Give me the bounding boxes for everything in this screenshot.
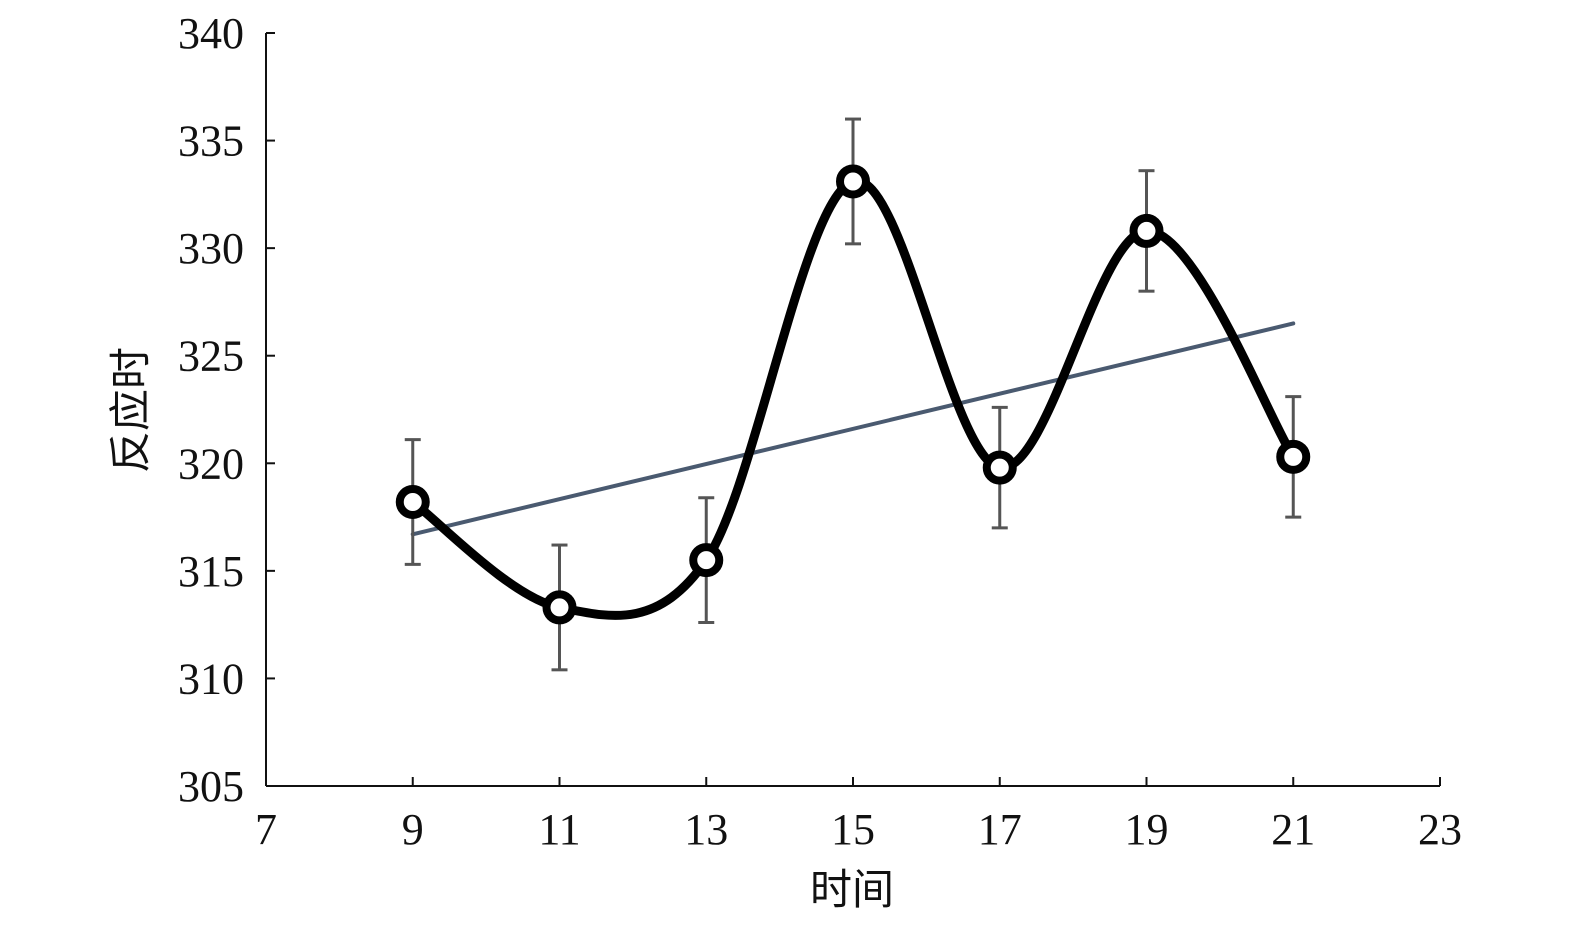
y-axis: 305 310 315 320 325 330 335 340 — [178, 9, 275, 811]
y-tick-label: 310 — [178, 654, 244, 703]
x-tick-label: 21 — [1271, 805, 1315, 854]
y-tick-label: 305 — [178, 762, 244, 811]
x-tick-label: 17 — [978, 805, 1022, 854]
y-tick-label: 320 — [178, 439, 244, 488]
data-point — [1276, 439, 1311, 474]
data-point — [982, 450, 1017, 485]
marker-layer — [395, 164, 1311, 625]
data-line-layer — [408, 176, 1298, 620]
error-bar-layer — [404, 117, 1302, 672]
x-tick-label: 9 — [402, 805, 424, 854]
x-tick-label: 13 — [684, 805, 728, 854]
x-tick-label: 7 — [255, 805, 277, 854]
data-point — [836, 164, 870, 199]
data-line — [408, 176, 1298, 620]
data-point — [1129, 213, 1164, 248]
data-point — [542, 590, 577, 625]
data-point — [689, 543, 724, 578]
x-tick-label: 23 — [1418, 805, 1462, 854]
trendline-layer — [410, 321, 1296, 537]
y-tick-label: 335 — [178, 117, 244, 166]
x-tick-label: 19 — [1125, 805, 1169, 854]
y-tick-label: 330 — [178, 224, 244, 273]
data-point — [395, 485, 430, 520]
y-tick-label: 315 — [178, 547, 244, 596]
y-axis-title: 反应时 — [106, 347, 155, 473]
x-tick-label: 11 — [538, 805, 580, 854]
x-axis: 7 9 11 13 15 17 19 21 23 — [255, 777, 1462, 854]
x-axis-title: 时间 — [810, 865, 894, 914]
trendline — [410, 321, 1296, 537]
x-tick-label: 15 — [831, 805, 875, 854]
y-tick-label: 340 — [178, 9, 244, 58]
y-tick-label: 325 — [178, 332, 244, 381]
